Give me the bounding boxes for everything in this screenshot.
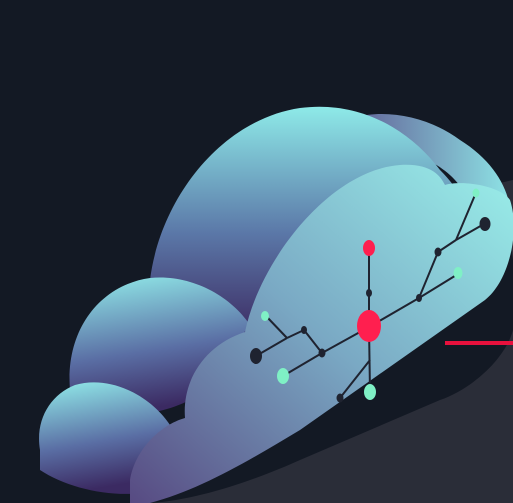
network-graph [255, 194, 485, 399]
network-node-icon [336, 393, 344, 403]
network-node-icon [261, 311, 269, 321]
network-node-icon [318, 348, 326, 358]
network-node-icon [363, 240, 375, 256]
network-node-icon [434, 247, 442, 257]
cloud-shadow [150, 180, 513, 503]
cloud-front-face [130, 164, 513, 503]
network-node-icon [479, 217, 491, 231]
network-node-icon [416, 294, 422, 302]
network-node-icon [366, 289, 372, 297]
network-node-icon [277, 368, 289, 384]
network-node-icon [364, 384, 376, 400]
network-node-icon [301, 326, 307, 334]
network-node-icon [453, 267, 463, 279]
network-node-icon [472, 188, 480, 198]
network-node-icon [357, 310, 381, 342]
network-node-icon [250, 348, 262, 364]
